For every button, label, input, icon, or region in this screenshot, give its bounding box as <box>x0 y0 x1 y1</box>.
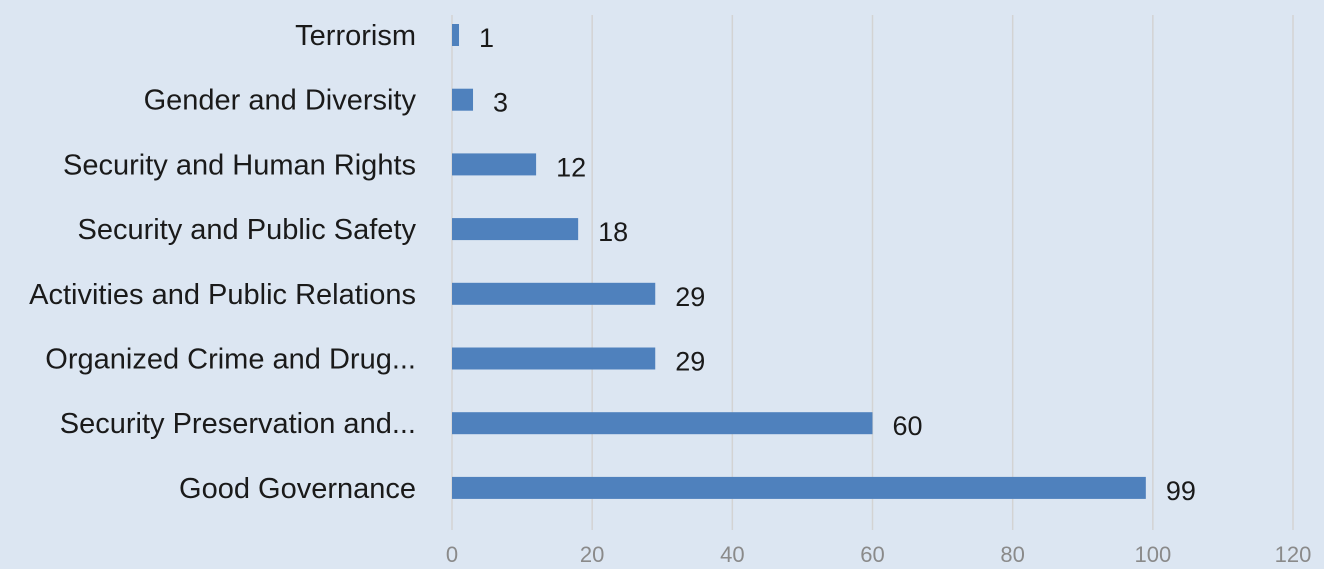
category-label: Organized Crime and Drug... <box>45 344 416 376</box>
data-label: 60 <box>893 411 923 441</box>
x-tick-label: 40 <box>720 542 744 567</box>
data-label: 99 <box>1166 476 1196 506</box>
data-label: 29 <box>675 282 705 312</box>
x-tick-label: 100 <box>1134 542 1171 567</box>
bars <box>452 24 1146 499</box>
bar <box>452 153 537 176</box>
category-label: Terrorism <box>295 20 416 52</box>
x-tick-label: 80 <box>1000 542 1024 567</box>
data-label: 29 <box>675 347 705 377</box>
bar <box>452 282 656 305</box>
category-label: Security and Public Safety <box>77 214 416 246</box>
category-label: Good Governance <box>179 473 416 505</box>
data-label: 12 <box>556 152 586 182</box>
category-label: Activities and Public Relations <box>29 279 416 311</box>
x-tick-label: 120 <box>1275 542 1312 567</box>
category-label: Security Preservation and... <box>60 408 416 440</box>
bar <box>452 88 474 111</box>
bar <box>452 347 656 370</box>
gridlines <box>451 15 1294 530</box>
x-tick-label: 60 <box>860 542 884 567</box>
bar <box>452 24 460 46</box>
data-label: 18 <box>598 217 628 247</box>
data-label: 1 <box>479 23 494 53</box>
category-label: Security and Human Rights <box>63 149 416 181</box>
x-axis-ticks: 0 20 40 60 80 100 120 <box>446 542 1311 567</box>
x-tick-label: 20 <box>580 542 604 567</box>
data-label: 3 <box>493 88 508 118</box>
category-labels: Terrorism Gender and Diversity Security an… <box>29 20 416 505</box>
category-label: Gender and Diversity <box>144 85 417 117</box>
bar <box>452 476 1146 499</box>
bar <box>452 412 873 435</box>
data-labels: 1 3 12 18 29 29 60 99 <box>479 23 1196 506</box>
x-tick-label: 0 <box>446 542 458 567</box>
bar <box>452 218 579 241</box>
